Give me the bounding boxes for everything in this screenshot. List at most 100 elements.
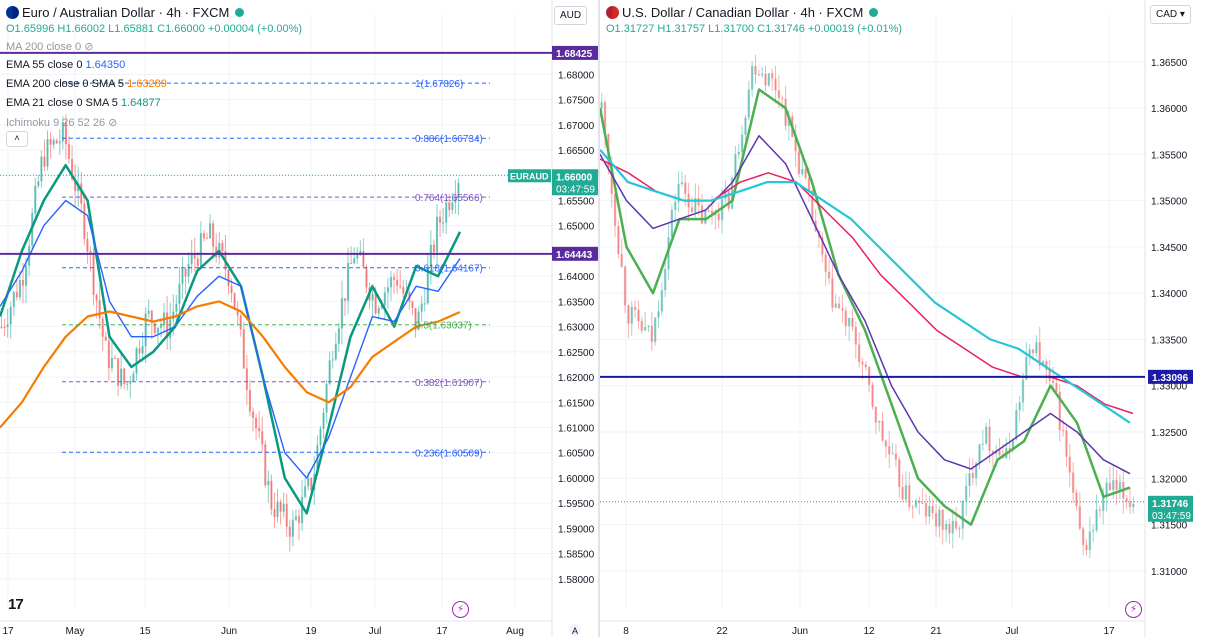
candle-body bbox=[948, 523, 951, 534]
candle-body bbox=[46, 139, 49, 167]
indicator-legend-item[interactable]: EMA 55 close 0 1.64350 bbox=[6, 59, 126, 71]
eu-au-flag-icon bbox=[6, 6, 19, 19]
ohlc-open: O1.31727 bbox=[606, 23, 655, 35]
price-level-badge bbox=[552, 45, 598, 60]
ma-line bbox=[600, 88, 1131, 526]
candle-body bbox=[43, 156, 46, 167]
candle-body bbox=[438, 216, 442, 223]
price-tick-label: 1.63000 bbox=[558, 323, 595, 334]
candle-body bbox=[1015, 410, 1018, 440]
usdcad-chart-pane[interactable]: 1.36500 1.36000 1.35500 1.35000 1.34500 1.340… bbox=[600, 0, 1205, 637]
candle-body bbox=[781, 97, 784, 99]
candle-body bbox=[694, 198, 697, 213]
candle-body bbox=[1025, 356, 1028, 380]
indicator-legend-item[interactable]: Ichimoku 9 26 52 26 ⊘ bbox=[6, 117, 118, 129]
indicator-legend-item[interactable]: MA 200 close 0 ⊘ bbox=[6, 41, 94, 53]
candle-body bbox=[386, 287, 390, 293]
candle-body bbox=[757, 74, 760, 76]
candle-body bbox=[270, 480, 273, 510]
candle-body bbox=[242, 329, 245, 369]
price-tick-label: 1.63500 bbox=[558, 297, 595, 308]
candle-body bbox=[941, 509, 944, 530]
candle-body bbox=[767, 73, 771, 86]
candle-body bbox=[1082, 528, 1085, 545]
candle-body bbox=[138, 348, 141, 354]
candle-body bbox=[891, 453, 894, 455]
candle-body bbox=[908, 485, 911, 507]
candle-body bbox=[175, 303, 178, 312]
candle-body bbox=[603, 102, 607, 135]
candle-body bbox=[402, 287, 405, 294]
candle-body bbox=[445, 202, 448, 223]
candle-body bbox=[1071, 472, 1075, 493]
candle-body bbox=[147, 310, 150, 314]
euraud-title[interactable]: Euro / Australian Dollar · 4h · FXCM bbox=[22, 5, 230, 20]
candle-body bbox=[297, 516, 301, 524]
indicator-legend-item[interactable]: EMA 200 close 0 SMA 5 1.63289 bbox=[6, 78, 167, 90]
candle-body bbox=[95, 294, 98, 301]
candle-body bbox=[1061, 429, 1065, 431]
symbol-tag-label: EURAUD bbox=[510, 171, 549, 181]
candle-body bbox=[350, 263, 353, 265]
ohlc-low: L1.65881 bbox=[108, 23, 155, 35]
fib-level-label: 0.618(1.64167) bbox=[415, 264, 483, 275]
candle-body bbox=[291, 519, 294, 537]
euraud-chart-pane[interactable]: 1.68000 1.67500 1.67000 1.66500 1.66000 1.655… bbox=[0, 0, 598, 637]
candle-body bbox=[374, 293, 377, 314]
candle-body bbox=[12, 292, 15, 307]
candle-body bbox=[1085, 544, 1088, 550]
usdcad-title[interactable]: U.S. Dollar / Canadian Dollar · 4h · FXC… bbox=[622, 5, 864, 20]
indicator-legend-item[interactable]: EMA 21 close 0 SMA 5 1.64877 bbox=[6, 97, 161, 109]
candle-body bbox=[202, 233, 206, 239]
candle-body bbox=[600, 102, 603, 109]
currency-badge[interactable]: CAD ▾ bbox=[1150, 5, 1191, 24]
candle-body bbox=[55, 140, 58, 144]
fib-level-label: 0.236(1.60509) bbox=[415, 448, 483, 459]
candle-body bbox=[233, 293, 236, 310]
candle-body bbox=[120, 368, 123, 387]
candle-body bbox=[951, 521, 954, 534]
candle-body bbox=[451, 202, 454, 210]
price-level-badge bbox=[552, 246, 598, 261]
bolt-icon[interactable]: ⚡ bbox=[452, 601, 469, 618]
candle-body bbox=[1048, 369, 1051, 381]
candle-body bbox=[190, 253, 193, 265]
candle-body bbox=[300, 497, 304, 524]
candle-body bbox=[362, 251, 365, 267]
bolt-icon[interactable]: ⚡ bbox=[1125, 601, 1142, 618]
price-tick-label: 1.31500 bbox=[1151, 521, 1188, 532]
time-tick-label: 17 bbox=[2, 626, 14, 637]
candle-body bbox=[1038, 342, 1041, 366]
fib-level-label: 0.886(1.66734) bbox=[415, 134, 483, 145]
currency-badge[interactable]: AUD bbox=[554, 6, 588, 25]
candle-body bbox=[1068, 456, 1071, 473]
ma-line bbox=[0, 300, 461, 429]
candle-body bbox=[141, 346, 144, 354]
candle-body bbox=[248, 389, 252, 412]
tradingview-logo[interactable]: 17 bbox=[8, 596, 24, 613]
time-tick-label: 17 bbox=[436, 626, 448, 637]
candle-body bbox=[727, 190, 730, 209]
time-tick-label: Jul bbox=[1006, 626, 1019, 637]
ohlc-change: +0.00004 (+0.00%) bbox=[207, 23, 303, 35]
price-tick-label: 1.62000 bbox=[558, 373, 595, 384]
euraud-chart-canvas[interactable]: 1.68000 1.67500 1.67000 1.66500 1.66000 1.655… bbox=[0, 0, 598, 637]
candle-body bbox=[924, 503, 928, 517]
candle-body bbox=[660, 290, 664, 312]
candle-body bbox=[325, 383, 328, 413]
candle-body bbox=[771, 73, 774, 79]
candle-body bbox=[797, 151, 801, 175]
candle-body bbox=[710, 210, 714, 216]
candle-body bbox=[1115, 480, 1118, 490]
pane-splitter[interactable] bbox=[598, 0, 600, 637]
ma-line bbox=[0, 163, 462, 515]
usdcad-chart-canvas[interactable]: 1.36500 1.36000 1.35500 1.35000 1.34500 1.340… bbox=[600, 0, 1205, 637]
candle-body bbox=[0, 326, 3, 328]
countdown-label: 03:47:59 bbox=[1152, 511, 1191, 522]
price-tick-label: 1.58000 bbox=[558, 575, 595, 586]
price-tick-label: 1.67000 bbox=[558, 121, 595, 132]
candle-body bbox=[747, 89, 750, 118]
collapse-legend-button[interactable]: ˄ bbox=[6, 131, 28, 147]
candle-body bbox=[184, 268, 187, 277]
